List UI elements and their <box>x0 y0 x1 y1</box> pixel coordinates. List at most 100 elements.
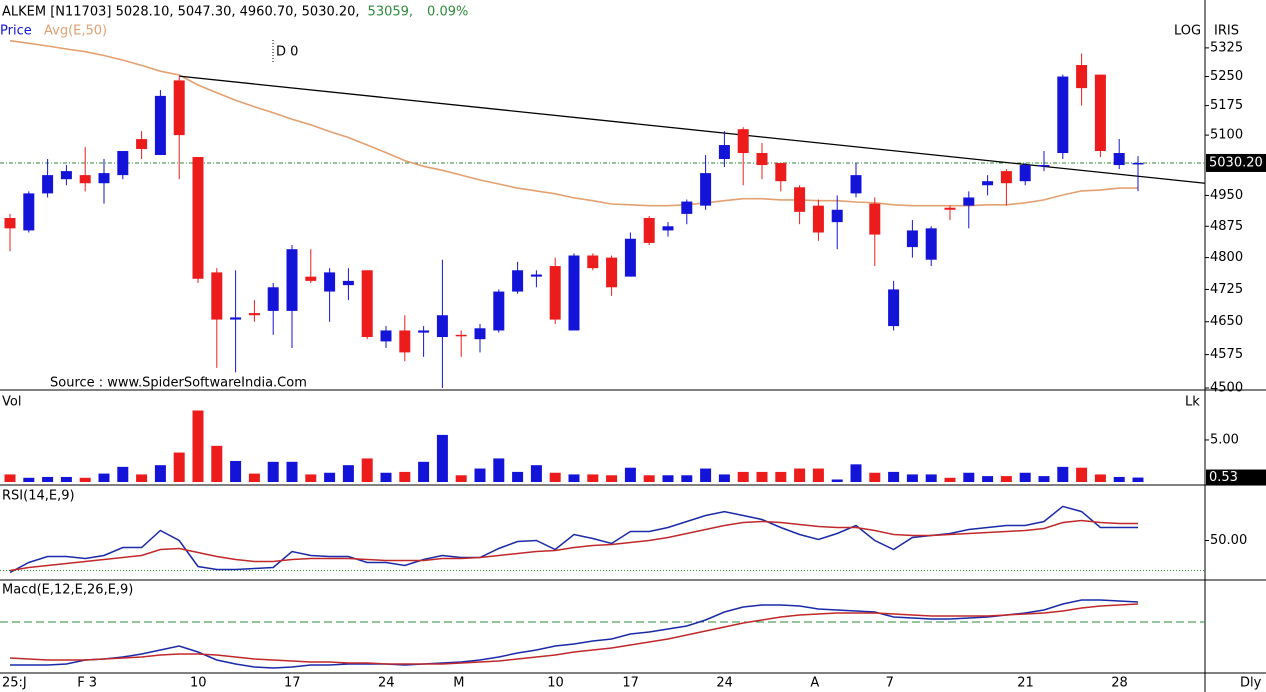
volume-bar <box>850 464 862 482</box>
x-tick-label: 17 <box>622 676 639 691</box>
volume-bar <box>982 476 994 482</box>
volume-bar <box>286 461 298 482</box>
candle-body <box>700 173 712 206</box>
indicator-line <box>9 519 1138 572</box>
volume-bar <box>963 472 975 482</box>
volume-bar <box>455 475 467 482</box>
indicator-line <box>9 505 1138 574</box>
volume-bar <box>474 468 486 482</box>
candle-body <box>267 287 279 311</box>
candle-body <box>42 175 54 194</box>
candle-body <box>418 330 430 333</box>
x-tick-label: 25:J <box>2 676 27 691</box>
y-tick-label: 5325 <box>1210 40 1243 55</box>
panel-label: Vol <box>2 395 21 410</box>
y-tick-label: 5175 <box>1210 98 1243 113</box>
volume-bar <box>568 474 580 482</box>
y-tick-label: 4875 <box>1210 219 1243 234</box>
indicator-line <box>10 599 1139 669</box>
candle-body <box>587 255 599 269</box>
volume-bar <box>700 468 712 482</box>
candle-body <box>737 129 749 154</box>
volume-bar <box>587 474 599 482</box>
volume-bar <box>549 472 561 482</box>
candle-body <box>888 289 900 327</box>
volume-bar <box>60 476 72 482</box>
candle-body <box>98 173 110 184</box>
candle-body <box>436 315 448 338</box>
candle-body <box>455 334 467 337</box>
candle-body <box>211 272 223 320</box>
volume-bar <box>756 471 768 482</box>
volume-bar <box>117 466 129 482</box>
candle-body <box>60 171 72 180</box>
y-tick-label: 4500 <box>1210 381 1243 396</box>
volume-bar <box>1113 476 1125 482</box>
volume-bar <box>1000 476 1012 482</box>
candle-body <box>606 257 618 288</box>
candle-body <box>831 209 843 223</box>
candle-body <box>230 317 242 320</box>
header-change: 0.09% <box>427 5 468 20</box>
x-tick-label: 10 <box>190 676 207 691</box>
candle-body <box>756 153 768 166</box>
candle-body <box>79 175 91 184</box>
candle-body <box>944 207 956 210</box>
y-tick-label: 50.00 <box>1210 533 1247 548</box>
last-price-box <box>1206 153 1266 172</box>
candle-body <box>812 205 824 233</box>
panel-label: RSI(14,E,9) <box>2 489 75 504</box>
volume-bar <box>324 472 336 482</box>
candle-body <box>982 181 994 186</box>
volume-bar <box>662 475 674 482</box>
volume-bar <box>737 471 749 482</box>
candle-body <box>1000 171 1012 184</box>
volume-bar <box>493 458 505 482</box>
candle-body <box>549 266 561 320</box>
candle-body <box>192 157 204 279</box>
volume-bar <box>98 473 110 482</box>
candle-body <box>324 272 336 292</box>
volume-bar <box>361 458 373 482</box>
volume-bar <box>267 461 279 482</box>
x-tick-label: 24 <box>716 676 733 691</box>
source-note: Source : www.SpiderSoftwareIndia.Com <box>50 376 307 391</box>
volume-bar <box>192 410 204 482</box>
candle-body <box>1076 65 1088 89</box>
volume-bar <box>718 474 730 482</box>
candle-body <box>23 193 35 231</box>
candle-body <box>512 270 524 292</box>
volume-bar <box>794 468 806 482</box>
volume-bar <box>154 465 166 482</box>
x-tick-label: 24 <box>378 676 395 691</box>
candle-body <box>568 255 580 331</box>
header-volume: 53059, <box>368 5 414 20</box>
price-label: Price <box>0 24 32 39</box>
last-volume-label: 0.53 <box>1209 470 1238 485</box>
volume-bar <box>775 471 787 482</box>
volume-bar <box>1019 472 1031 482</box>
volume-bar <box>342 465 354 482</box>
candle-body <box>154 95 166 156</box>
candle-body <box>305 276 317 281</box>
candle-body <box>1019 165 1031 182</box>
candle-body <box>906 230 918 248</box>
y-tick-label: 4725 <box>1210 282 1243 297</box>
candle-body <box>493 291 505 331</box>
volume-bar <box>606 475 618 482</box>
volume-bar <box>1094 474 1106 482</box>
volume-bar <box>1057 466 1069 482</box>
candle-body <box>850 175 862 194</box>
candle-body <box>474 328 486 340</box>
panel-label: Macd(E,12,E,26,E,9) <box>2 583 133 598</box>
candle-body <box>361 270 373 338</box>
x-tick-label: 28 <box>1111 676 1128 691</box>
volume-bar <box>211 445 223 482</box>
scale-label: IRIS <box>1214 24 1239 39</box>
candle-body <box>1057 76 1069 154</box>
x-tick-label: A <box>810 676 819 691</box>
candle-body <box>681 201 693 214</box>
